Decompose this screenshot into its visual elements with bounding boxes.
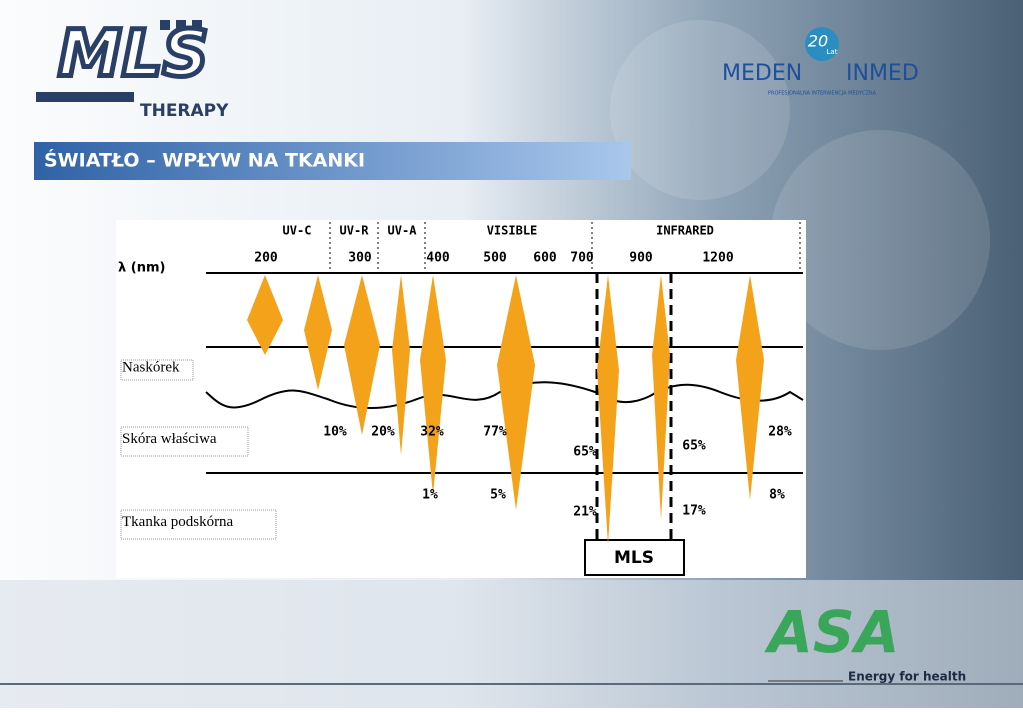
wavelength-label: 700 [570,251,594,266]
band-label: UV-R [340,224,370,238]
wavelength-label: 500 [483,251,507,266]
badge-number: 20 [808,32,828,51]
light-beam [344,275,380,435]
wavelength-label: 200 [254,251,278,266]
wavelength-label: 600 [533,251,557,266]
light-beam [420,275,446,495]
band-label: INFRARED [656,224,714,238]
brand-left: MEDEN [722,61,802,86]
meden-logo: 20 Lat MEDEN INMED PROFESJONALNA INTERWE… [722,27,919,97]
percent-label: 8% [769,488,785,503]
band-label: UV-A [388,224,418,238]
decor [770,130,990,350]
light-beam [736,275,764,500]
light-beam [392,275,410,455]
light-beam [247,275,283,355]
percent-label: 32% [420,425,444,440]
percent-label: 1% [422,488,438,503]
title-bar [34,142,631,180]
percent-label: 10% [323,425,347,440]
band-label: UV-C [283,224,312,238]
mls-box [584,539,685,576]
percent-label: 65% [682,439,706,454]
skin-boundary [205,381,804,409]
layer-box [120,426,249,457]
title: ŚWIATŁO – WPŁYW NA TKANKI [44,148,365,172]
layer-label: Naskórek [122,359,180,375]
layer-label: Skóra właściwa [122,431,217,447]
footer-logo: ASA [764,598,900,666]
footer-band [0,580,1023,708]
layer-box [120,509,277,540]
wavelength-label: 1200 [702,251,733,266]
percent-label: 77% [483,425,507,440]
mls-label: MLS [614,548,654,568]
light-beam [497,275,535,510]
badge-text: Lat [827,48,838,56]
percent-label: 28% [768,425,792,440]
percent-label: 21% [573,505,597,520]
wavelength-label: 400 [426,251,450,266]
logo-subtitle: THERAPY [140,101,229,121]
layer-label: Tkanka podskórna [122,514,234,530]
percent-label: 5% [490,488,506,503]
slogan: Energy for health [848,670,966,684]
percent-label: 17% [682,504,706,519]
axis-label: λ (nm) [118,261,165,276]
wavelength-label: 300 [348,251,372,266]
light-beam [652,275,670,520]
logo-mark: MLS [58,18,209,92]
percent-label: 20% [371,425,395,440]
decor [610,20,790,200]
mls-logo: MLS THERAPY [36,15,229,121]
band-label: VISIBLE [487,224,538,238]
layer-box [120,359,194,381]
light-beam [597,275,619,545]
percent-label: 65% [573,445,597,460]
brand-right: INMED [846,61,919,86]
wavelength-label: 900 [629,251,653,266]
tagline: PROFESJONALNA INTERWENCJA MEDYCZNA [768,91,877,97]
light-beam [304,275,332,390]
diagram: MLS λ (nm) UV-C UV-R UV-A VISIBLE INFRARED 20… [116,220,806,578]
